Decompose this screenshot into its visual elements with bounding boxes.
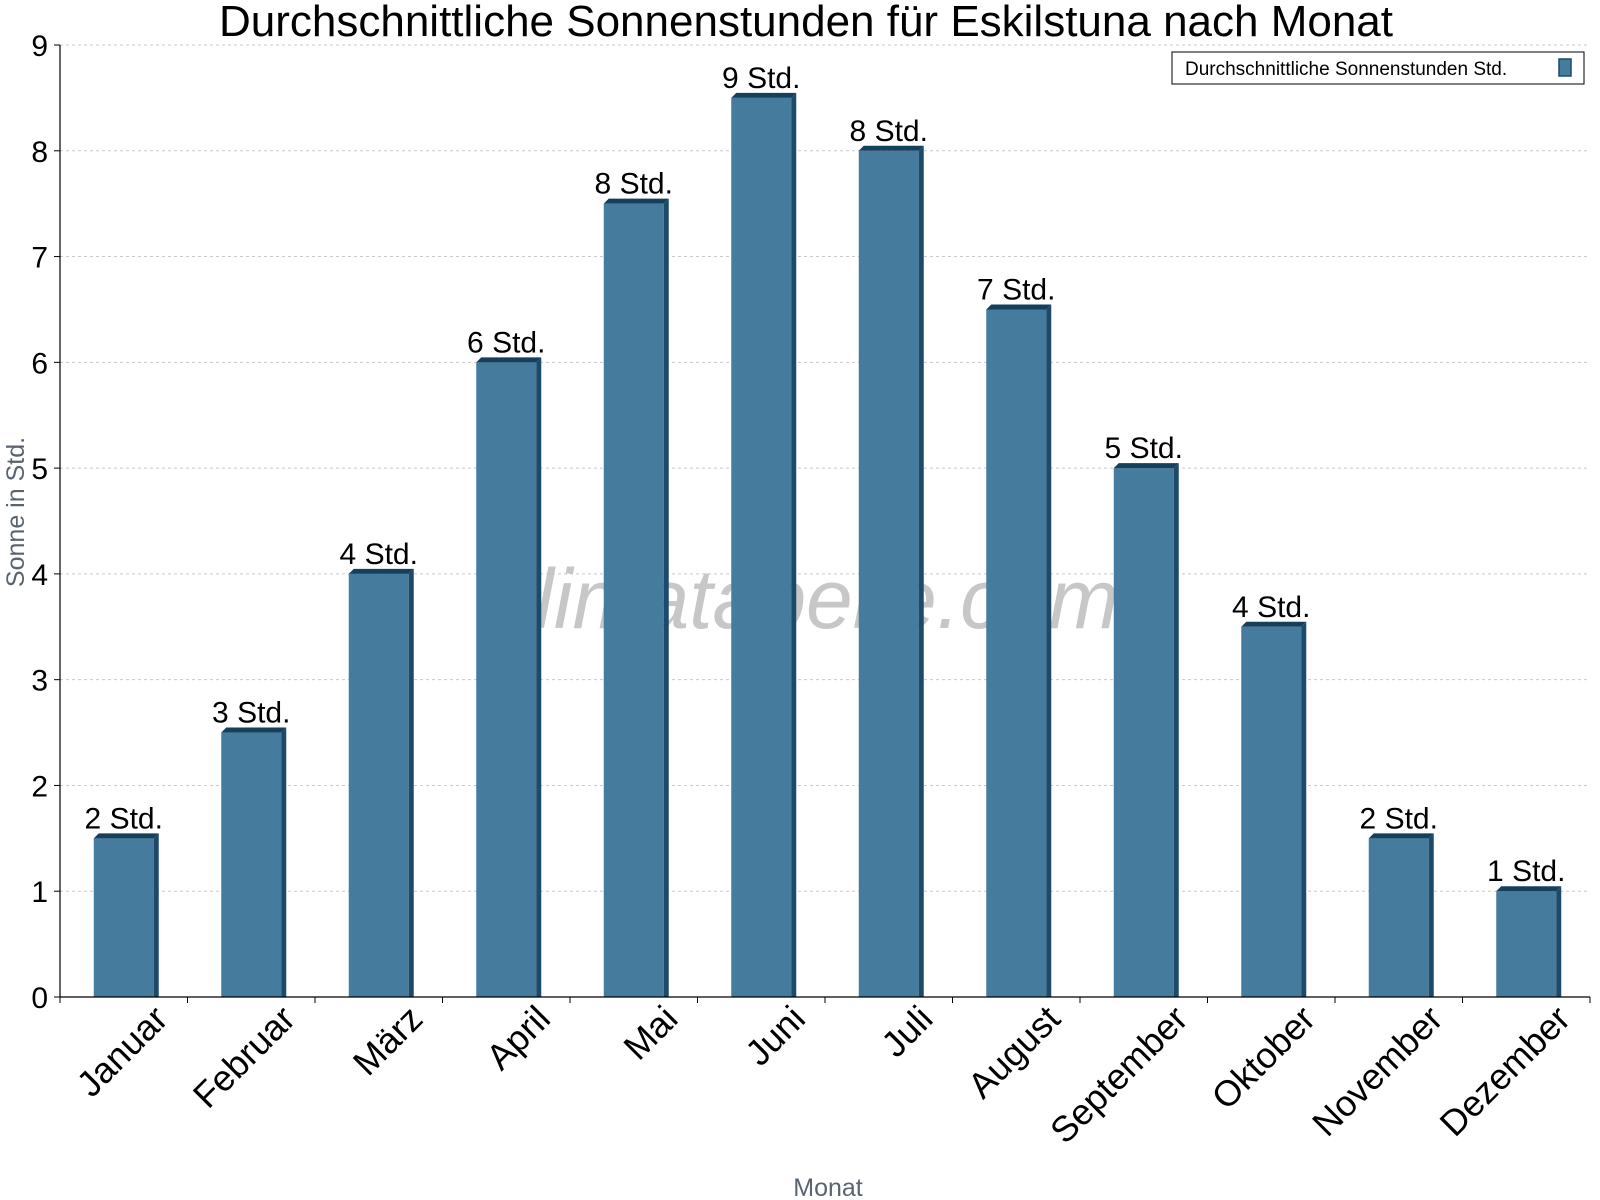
x-tick-label: Januar — [69, 998, 176, 1105]
data-label: 5 Std. — [1105, 432, 1183, 465]
x-tick-label: März — [345, 998, 431, 1084]
y-axis-title: Sonne in Std. — [2, 437, 30, 587]
data-label: 1 Std. — [1487, 855, 1565, 888]
bar-oktober — [1241, 621, 1307, 997]
x-tick-label: August — [960, 998, 1068, 1106]
bar-face — [348, 573, 409, 997]
y-tick-label: 7 — [31, 242, 48, 275]
bar-side — [536, 357, 542, 997]
x-tick-label: Juli — [873, 998, 940, 1065]
data-label: 4 Std. — [1232, 591, 1310, 624]
bar-top — [348, 568, 414, 574]
bar-top — [93, 833, 159, 839]
x-tick-label: September — [1042, 998, 1196, 1152]
x-tick-label: November — [1304, 998, 1450, 1144]
data-label: 8 Std. — [595, 168, 673, 201]
bar-group: 2 Std. 3 Std. 4 Std. 6 Std. 8 Std. 9 Std. 8 St… — [85, 62, 1565, 998]
legend-box — [1171, 51, 1585, 85]
x-axis-title: Monat — [793, 1174, 863, 1200]
x-tick-label: Juni — [737, 998, 813, 1074]
bar-side — [1556, 886, 1562, 997]
bar-face — [476, 362, 537, 997]
bar-side — [663, 198, 669, 997]
y-axis-ticks: 0 1 2 3 4 5 6 7 8 9 — [31, 30, 60, 1015]
grid-lines — [60, 44, 1590, 892]
bar-face — [1241, 626, 1302, 997]
bar-side — [791, 92, 797, 997]
x-tick-label: April — [478, 998, 558, 1078]
y-tick-label: 2 — [31, 770, 48, 803]
bar-april — [476, 357, 542, 997]
legend-label: Durchschnittliche Sonnenstunden Std. — [1185, 59, 1507, 80]
data-label: 7 Std. — [977, 273, 1055, 306]
bar-top — [1496, 886, 1562, 892]
bar-november — [1368, 833, 1434, 997]
data-label: 2 Std. — [1360, 802, 1438, 835]
bar-top — [1241, 621, 1307, 627]
bar-face — [1496, 891, 1557, 997]
bar-face — [603, 203, 664, 997]
chart-title: Durchschnittliche Sonnenstunden für Eski… — [219, 0, 1393, 46]
bar-side — [1173, 463, 1179, 998]
bar-face — [858, 150, 919, 997]
bar-top — [1368, 833, 1434, 839]
bar-top — [1113, 463, 1179, 469]
bar-face — [93, 838, 154, 997]
bar-dezember — [1496, 886, 1562, 997]
y-tick-label: 4 — [31, 559, 48, 592]
y-tick-label: 3 — [31, 665, 48, 698]
bar-top — [731, 92, 797, 98]
x-axis-ticks: Januar Februar März April Mai Juni Juli AugustS… — [59, 997, 1591, 1152]
bar-märz — [348, 568, 414, 997]
y-tick-label: 8 — [31, 136, 48, 169]
bar-top — [858, 145, 924, 151]
data-label: 2 Std. — [85, 802, 163, 835]
legend-swatch — [1558, 58, 1572, 77]
bar-face — [1368, 838, 1429, 997]
y-tick-label: 5 — [31, 453, 48, 486]
y-tick-label: 9 — [31, 30, 48, 63]
bar-side — [153, 833, 159, 997]
bar-side — [281, 727, 287, 997]
legend: Durchschnittliche Sonnenstunden Std. — [1171, 51, 1585, 85]
bar-face — [731, 97, 792, 997]
bar-top — [986, 304, 1052, 310]
y-tick-label: 0 — [31, 982, 48, 1015]
bar-side — [1301, 621, 1307, 997]
data-label: 8 Std. — [850, 115, 928, 148]
bar-side — [918, 145, 924, 997]
bar-face — [1113, 468, 1174, 998]
x-tick-label: Dezember — [1431, 998, 1577, 1144]
data-label: 4 Std. — [340, 538, 418, 571]
bar-side — [1428, 833, 1434, 997]
bar-februar — [221, 727, 287, 997]
bar-top — [603, 198, 669, 204]
bar-juli — [858, 145, 924, 997]
bar-side — [1046, 304, 1052, 997]
y-tick-label: 1 — [31, 876, 48, 909]
data-label: 6 Std. — [467, 326, 545, 359]
data-label: 9 Std. — [722, 62, 800, 95]
bar-mai — [603, 198, 669, 997]
x-tick-label: Oktober — [1203, 998, 1323, 1118]
bar-juni — [731, 92, 797, 997]
y-tick-label: 6 — [31, 347, 48, 380]
bar-top — [221, 727, 287, 733]
data-label: 3 Std. — [212, 697, 290, 730]
bar-september — [1113, 463, 1179, 998]
bar-top — [476, 357, 542, 363]
x-tick-label: Februar — [185, 998, 303, 1116]
bar-januar — [93, 833, 159, 997]
bar-face — [986, 309, 1047, 997]
x-tick-label: Mai — [615, 998, 685, 1068]
bar-side — [408, 568, 414, 997]
axes — [59, 45, 1590, 998]
bar-august — [986, 304, 1052, 997]
bar-face — [221, 732, 282, 997]
